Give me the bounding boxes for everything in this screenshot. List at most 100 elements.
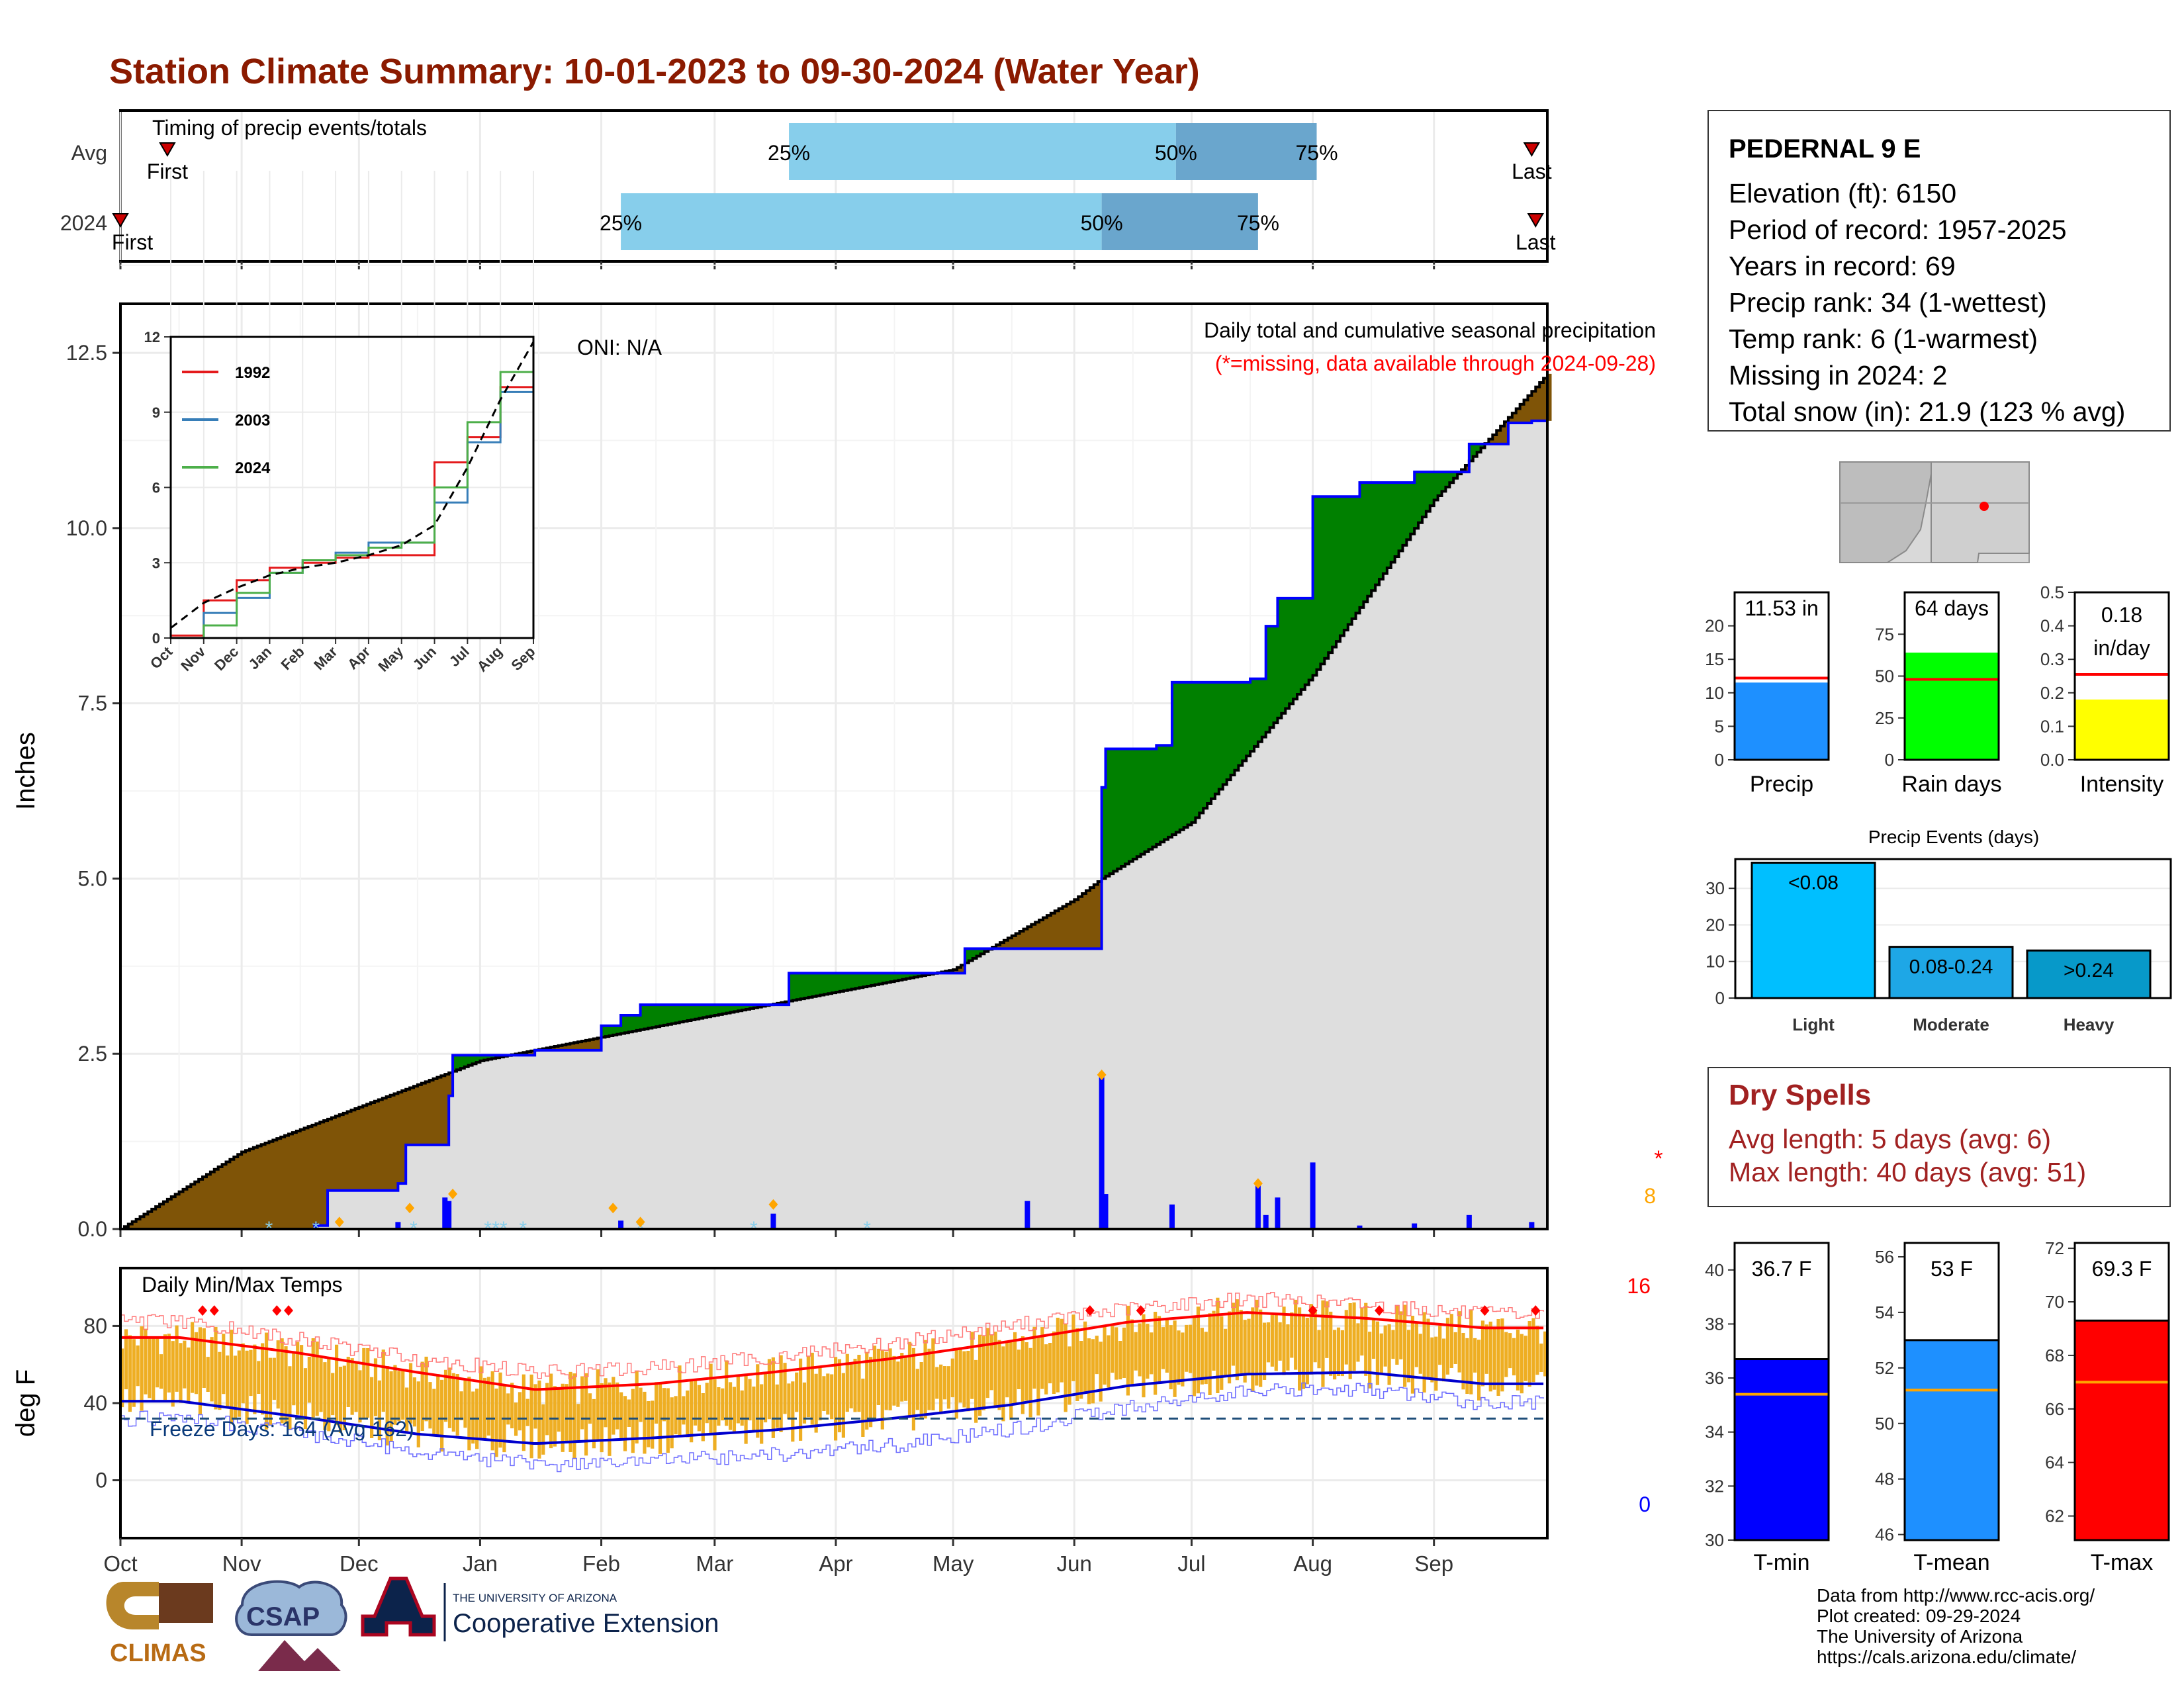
temp-bar-label: T-mean	[1913, 1550, 1989, 1575]
temp-bar-y-tick-label: 62	[2045, 1506, 2064, 1526]
temp-panel-frame	[119, 1267, 1549, 1539]
station-info-box: PEDERNAL 9 E Elevation (ft): 6150 Period…	[1707, 110, 2171, 432]
station-snow: Total snow (in): 21.9 (123 % avg)	[1729, 396, 2126, 427]
daily-precip-bar	[442, 1197, 448, 1229]
mini-bar-y-tick-label: 0.5	[2040, 582, 2064, 602]
temp-bar-y-tick-label: 72	[2045, 1238, 2064, 1258]
mini-bar-y-tick-label: 0.4	[2040, 616, 2064, 636]
mini-bar-value-unit: in/day	[2093, 636, 2150, 660]
timing-q75-label: 75%	[1237, 211, 1279, 235]
freeze-days-text: Freeze Days: 164 (Avg 162)	[150, 1417, 414, 1441]
mini-bar-y-tick-label: 5	[1715, 716, 1724, 736]
timing-bar-q50-q75	[1175, 123, 1317, 180]
temp-bar-label: T-max	[2091, 1550, 2153, 1575]
record-high-marker-icon	[209, 1305, 219, 1316]
precip-surplus-area	[453, 443, 1486, 1072]
temp-y-tick-label: 40	[83, 1391, 107, 1415]
daily-precip-bar	[1263, 1214, 1269, 1229]
precip-y-tick-label: 5.0	[78, 866, 107, 890]
events-category-label: Light	[1792, 1015, 1835, 1034]
mini-bar-frame	[2073, 591, 2170, 761]
daily-precip-bar	[1103, 1194, 1109, 1229]
event-marker-icon	[1253, 1178, 1263, 1189]
avg-max-line	[120, 1311, 1544, 1391]
daily-precip-bar	[1357, 1225, 1363, 1229]
precip-events-chart: 0 10 20 30 <0.08 Light 0.08-0.24 Moderate >0.24 H…	[1706, 827, 2172, 1034]
timing-bar-q25-q50	[621, 193, 1102, 250]
temp-plot	[120, 1292, 1547, 1473]
temp-bar-y-tick-label: 34	[1705, 1422, 1724, 1442]
events-bar-label: <0.08	[1788, 872, 1839, 894]
timing-first-marker-icon	[112, 213, 129, 228]
station-location-icon	[1979, 502, 1989, 511]
credits: Data from http://www.rcc-acis.org/ Plot …	[1817, 1585, 2095, 1667]
precip-y-tick-label: 10.0	[66, 516, 107, 540]
month-tick-label: Jun	[1057, 1551, 1092, 1576]
events-bar-label: >0.24	[2064, 960, 2114, 982]
temp-bar-value: 36.7 F	[1752, 1257, 1812, 1281]
mini-bar-y-tick-label: 0	[1715, 750, 1724, 770]
precip-y-tick-label: 0.0	[78, 1217, 107, 1241]
event-marker-icon	[405, 1203, 415, 1214]
record-high-marker-icon	[283, 1305, 293, 1316]
month-tick-label: May	[933, 1551, 974, 1576]
inset-frame	[169, 336, 535, 639]
climas-block-icon	[159, 1583, 213, 1623]
record-max-line	[120, 1292, 1544, 1379]
mini-bar-label: Precip	[1750, 772, 1813, 797]
page-title: Station Climate Summary: 10-01-2023 to 0…	[109, 52, 1200, 91]
summary-bars: 0 5 10 15 20 11.53 in Precip 0 25 50 75 64 days Rain…	[1705, 582, 2170, 797]
station-name: PEDERNAL 9 E	[1729, 134, 1921, 163]
dry-spells-box: Dry Spells Avg length: 5 days (avg: 6) M…	[1707, 1067, 2171, 1207]
temp-bar-t-mean	[1903, 1339, 2000, 1541]
missing-note: (*=missing, data available through 2024-…	[1215, 351, 1656, 375]
daily-precip-bar	[1024, 1201, 1030, 1229]
daily-precip-bar	[618, 1220, 624, 1229]
temp-bar-y-tick-label: 36	[1705, 1368, 1724, 1388]
events-y-tick-label: 30	[1706, 878, 1725, 898]
record-low-count: 0	[1639, 1492, 1651, 1516]
record-high-marker-icon	[272, 1305, 282, 1316]
credit-url: https://cals.arizona.edu/climate/	[1817, 1647, 2077, 1667]
csap-mountain-icon	[258, 1640, 341, 1671]
mini-bar-precip	[1735, 682, 1829, 760]
station-elevation: Elevation (ft): 6150	[1729, 178, 1957, 208]
precip-cumulative-line	[120, 419, 1547, 1230]
events-bar-label: 0.08-0.24	[1909, 956, 1993, 978]
precip-y-label: Inches	[11, 732, 40, 810]
inset-y-tick-label: 12	[144, 329, 160, 345]
precip-baseline-area	[120, 420, 1547, 1229]
logos: CLIMAS CSAP THE UNIVERSITY OF ARIZONA Co…	[106, 1577, 719, 1671]
oni-text: ONI: N/A	[577, 336, 662, 359]
event-marker-icon	[608, 1203, 618, 1214]
timing-last-marker-icon	[1523, 142, 1541, 157]
inset-legend-label: 2024	[235, 459, 271, 477]
temp-bar-value: 53 F	[1931, 1257, 1973, 1281]
precip-caption: Daily total and cumulative seasonal prec…	[1204, 318, 1656, 342]
mini-bar-y-tick-label: 10	[1705, 683, 1724, 703]
temp-y-axis: 0 40 80	[83, 1314, 120, 1492]
mini-bar-y-tick-label: 25	[1875, 708, 1894, 728]
events-category-label: Heavy	[2064, 1015, 2115, 1034]
inset-y-tick-label: 9	[152, 404, 160, 421]
event-marker-icon	[768, 1199, 778, 1210]
missing-marker-icon: *	[1654, 1146, 1662, 1171]
locator-map	[1839, 461, 2030, 563]
timing-q25-label: 25%	[600, 211, 642, 235]
events-bar-light	[1751, 862, 1876, 999]
event-marker-icon	[635, 1216, 645, 1228]
inset-average-line	[170, 341, 535, 629]
record-high-marker-icon	[198, 1305, 208, 1316]
dry-spells-max: Max length: 40 days (avg: 51)	[1729, 1157, 2087, 1187]
events-title: Precip Events (days)	[1868, 827, 2039, 847]
temp-bar-y-tick-label: 50	[1875, 1414, 1894, 1434]
temp-bar-frame	[1733, 1242, 1830, 1541]
mini-bar-y-tick-label: 75	[1875, 624, 1894, 644]
mini-bar-y-tick-label: 0.0	[2040, 750, 2064, 770]
temp-bar-frame	[2073, 1242, 2170, 1541]
daily-precip-bar	[1466, 1214, 1472, 1229]
temp-bar-y-tick-label: 68	[2045, 1346, 2064, 1365]
climas-emblem-icon	[106, 1582, 159, 1629]
